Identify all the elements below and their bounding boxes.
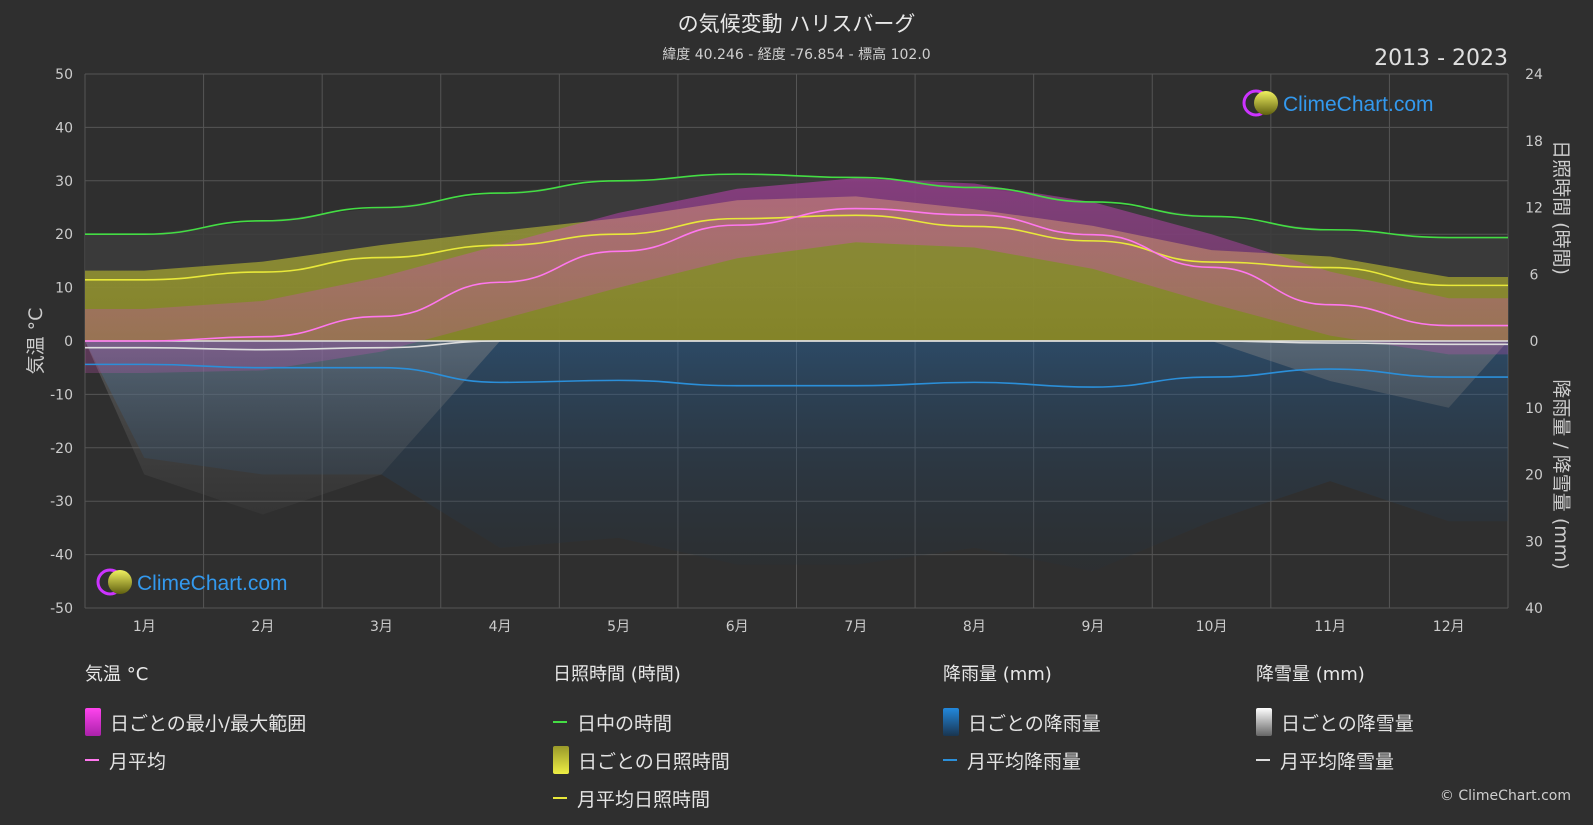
legend-label: 日ごとの降雪量 xyxy=(1281,712,1414,735)
left-tick-label: -10 xyxy=(50,387,73,403)
legend-sun-avg: 月平均日照時間 xyxy=(553,779,730,817)
left-tick-label: 20 xyxy=(55,227,73,243)
month-tick-label: 7月 xyxy=(844,619,867,635)
data-lines xyxy=(84,173,1508,388)
snow-area xyxy=(85,341,1508,515)
right-tick-label: 24 xyxy=(1525,67,1543,83)
right-axis-title-sun: 日照時間 (時間) xyxy=(1550,140,1572,275)
legend-snow-daily: 日ごとの降雪量 xyxy=(1256,703,1414,741)
month-tick-label: 10月 xyxy=(1196,619,1228,635)
right-tick-label: 30 xyxy=(1525,534,1543,550)
legend-rain-avg: 月平均降雨量 xyxy=(943,741,1101,779)
month-tick-label: 2月 xyxy=(251,619,274,635)
brand-logo-top: ClimeChart.com xyxy=(1242,89,1434,117)
legend-label: 日中の時間 xyxy=(577,712,673,735)
month-tick-label: 4月 xyxy=(489,619,512,635)
month-tick-label: 8月 xyxy=(963,619,986,635)
legend-swatch xyxy=(85,759,99,761)
month-tick-label: 6月 xyxy=(726,619,749,635)
legend-swatch xyxy=(553,746,569,774)
left-tick-label: 30 xyxy=(55,174,73,190)
legend-swatch xyxy=(1256,708,1272,736)
right-tick-label: 0 xyxy=(1530,334,1539,350)
rain-avg-line xyxy=(85,363,1508,388)
climate-chart: 50 40 30 20 10 0 -10 -20 -30 -40 -50 24 18 12 6 0 10 20 30… xyxy=(25,67,1572,635)
legend-snow: 降雪量 (mm) 日ごとの降雪量 月平均降雪量 xyxy=(1256,660,1414,779)
legend-label: 月平均日照時間 xyxy=(577,788,711,811)
left-tick-label: 40 xyxy=(55,120,73,136)
daylight-line xyxy=(85,173,1508,239)
legend-sunshine: 日照時間 (時間) 日中の時間 日ごとの日照時間 月平均日照時間 xyxy=(553,660,730,817)
left-tick-label: -20 xyxy=(50,441,73,457)
legend-label: 日ごとの日照時間 xyxy=(578,750,730,773)
legend-swatch xyxy=(943,708,959,736)
right-tick-label: 20 xyxy=(1525,468,1543,484)
data-areas xyxy=(85,174,1508,572)
left-axis-title: 気温 °C xyxy=(25,308,47,375)
legend-rain: 降雨量 (mm) 日ごとの降雨量 月平均降雨量 xyxy=(943,660,1101,779)
month-tick-label: 3月 xyxy=(370,619,393,635)
month-tick-label: 12月 xyxy=(1433,619,1465,635)
copyright: © ClimeChart.com xyxy=(1439,788,1571,804)
right-tick-label: 40 xyxy=(1525,601,1543,617)
left-tick-label: 10 xyxy=(55,281,73,297)
brand-text-top: ClimeChart.com xyxy=(1283,93,1434,116)
right-tick-label: 10 xyxy=(1525,401,1543,417)
legend-label: 月平均 xyxy=(109,750,167,773)
month-tick-label: 9月 xyxy=(1081,619,1104,635)
legend-swatch xyxy=(85,708,101,736)
left-tick-label: -30 xyxy=(50,494,73,510)
axes: 50 40 30 20 10 0 -10 -20 -30 -40 -50 24 18 12 6 0 10 20 30… xyxy=(25,67,1572,635)
legend-temperature: 気温 °C 日ごとの最小/最大範囲 月平均 xyxy=(85,660,306,779)
left-tick-label: -50 xyxy=(50,601,73,617)
snow-avg-line xyxy=(85,340,1508,351)
right-tick-label: 18 xyxy=(1525,134,1543,150)
right-tick-label: 12 xyxy=(1525,201,1543,217)
temp-range-band xyxy=(85,178,1508,374)
month-tick-label: 11月 xyxy=(1314,619,1346,635)
legend-label: 月平均降雪量 xyxy=(1280,750,1395,773)
month-tick-label: 5月 xyxy=(607,619,630,635)
legend-rain-daily: 日ごとの降雨量 xyxy=(943,703,1101,741)
chart-title: の気候変動 ハリスバーグ xyxy=(677,12,916,36)
temp-avg-line xyxy=(84,207,1508,342)
legend-swatch xyxy=(943,759,957,761)
legend-label: 日ごとの降雨量 xyxy=(968,712,1101,735)
brand-text-bottom: ClimeChart.com xyxy=(137,572,288,595)
brand-sun-icon xyxy=(108,570,132,594)
legend-swatch xyxy=(553,721,567,723)
year-range: 2013 - 2023 xyxy=(1374,46,1508,71)
chart-subtitle: 緯度 40.246 - 経度 -76.854 - 標高 102.0 xyxy=(662,47,931,63)
legend-snow-avg: 月平均降雪量 xyxy=(1256,741,1414,779)
legend-daylight: 日中の時間 xyxy=(553,703,730,741)
legend-swatch xyxy=(1256,759,1270,761)
legend-rain-header: 降雨量 (mm) xyxy=(943,664,1052,685)
left-tick-label: 0 xyxy=(64,334,73,350)
legend-temp-range: 日ごとの最小/最大範囲 xyxy=(85,703,306,741)
legend-label: 日ごとの最小/最大範囲 xyxy=(110,712,307,735)
brand-logo-bottom: ClimeChart.com xyxy=(96,568,288,596)
legend-sun-header: 日照時間 (時間) xyxy=(553,664,681,685)
legend-snow-header: 降雪量 (mm) xyxy=(1256,664,1365,685)
month-tick-label: 1月 xyxy=(133,619,156,635)
right-tick-label: 6 xyxy=(1530,267,1539,283)
left-tick-label: 50 xyxy=(55,67,73,83)
legend-sun-daily: 日ごとの日照時間 xyxy=(553,741,730,779)
right-axis-title-precip: 降雨量 / 降雪量 (mm) xyxy=(1550,379,1572,569)
legend-label: 月平均降雨量 xyxy=(967,750,1082,773)
legend-temp-header: 気温 °C xyxy=(85,664,149,685)
legend-temp-avg: 月平均 xyxy=(85,741,306,779)
left-tick-label: -40 xyxy=(50,548,73,564)
brand-sun-icon xyxy=(1254,91,1278,115)
legend-swatch xyxy=(553,797,567,799)
